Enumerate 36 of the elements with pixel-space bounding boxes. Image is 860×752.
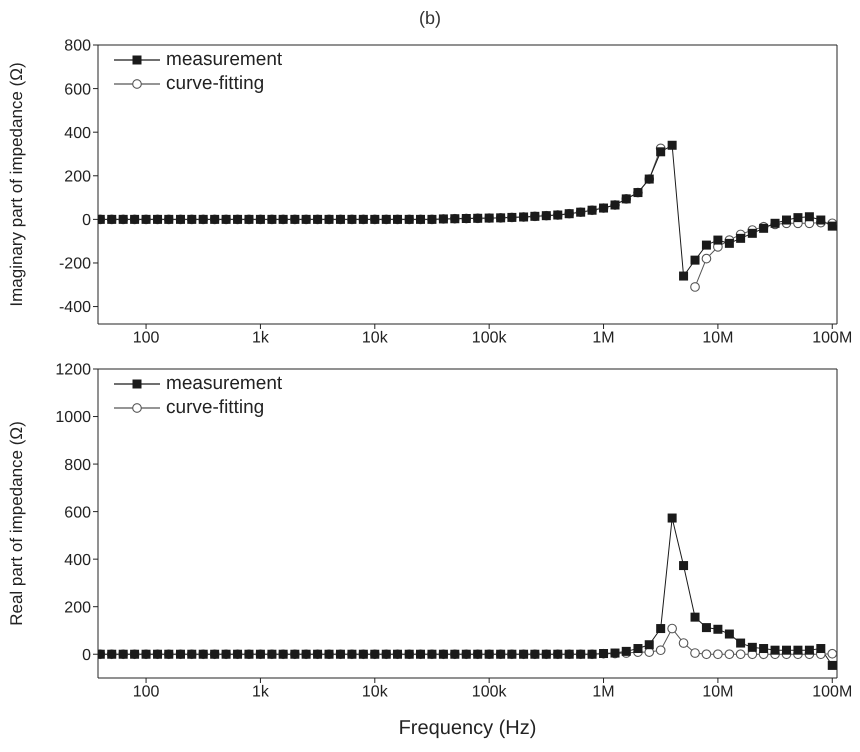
legend-label: curve-fitting xyxy=(166,396,264,420)
x-tick-label: 1k xyxy=(252,329,270,346)
x-tick-label: 100M xyxy=(812,683,852,700)
legend-label: measurement xyxy=(166,372,282,396)
y-tick-label: 400 xyxy=(64,124,92,142)
x-tick-label: 100M xyxy=(812,329,852,346)
y-tick-label: 0 xyxy=(82,212,92,230)
x-axis-title: Frequency (Hz) xyxy=(398,717,536,740)
y-tick-label: 800 xyxy=(64,456,92,474)
legend-label: measurement xyxy=(166,48,282,72)
x-tick-label: 1M xyxy=(592,683,615,700)
x-tick-label: 100 xyxy=(132,329,160,346)
x-tick-label: 1k xyxy=(252,683,270,700)
y-axis-title: Real part of impedance (Ω) xyxy=(7,421,26,626)
x-tick-label: 1M xyxy=(592,329,615,346)
legend-label: curve-fitting xyxy=(166,72,264,96)
x-tick-label: 10M xyxy=(702,329,734,346)
y-tick-label: 200 xyxy=(64,599,92,616)
y-tick-label: 800 xyxy=(64,38,92,55)
x-tick-label: 10k xyxy=(362,329,389,346)
y-tick-label: 600 xyxy=(64,504,92,522)
y-tick-label: 0 xyxy=(82,646,92,664)
x-tick-label: 10k xyxy=(362,683,389,700)
x-tick-label: 100k xyxy=(472,683,508,700)
y-tick-label: -400 xyxy=(58,299,92,316)
y-axis-title: Imaginary part of impedance (Ω) xyxy=(7,62,26,307)
y-tick-label: 1200 xyxy=(55,362,92,379)
y-tick-label: 400 xyxy=(64,552,92,569)
y-tick-label: 1000 xyxy=(55,409,92,426)
y-tick-label: -200 xyxy=(58,256,92,273)
x-tick-label: 100 xyxy=(132,683,160,700)
y-tick-label: 600 xyxy=(64,81,92,98)
chart-title: (b) xyxy=(418,8,442,29)
x-tick-label: 10M xyxy=(702,683,734,700)
y-tick-label: 200 xyxy=(64,168,92,186)
x-tick-label: 100k xyxy=(472,329,508,346)
